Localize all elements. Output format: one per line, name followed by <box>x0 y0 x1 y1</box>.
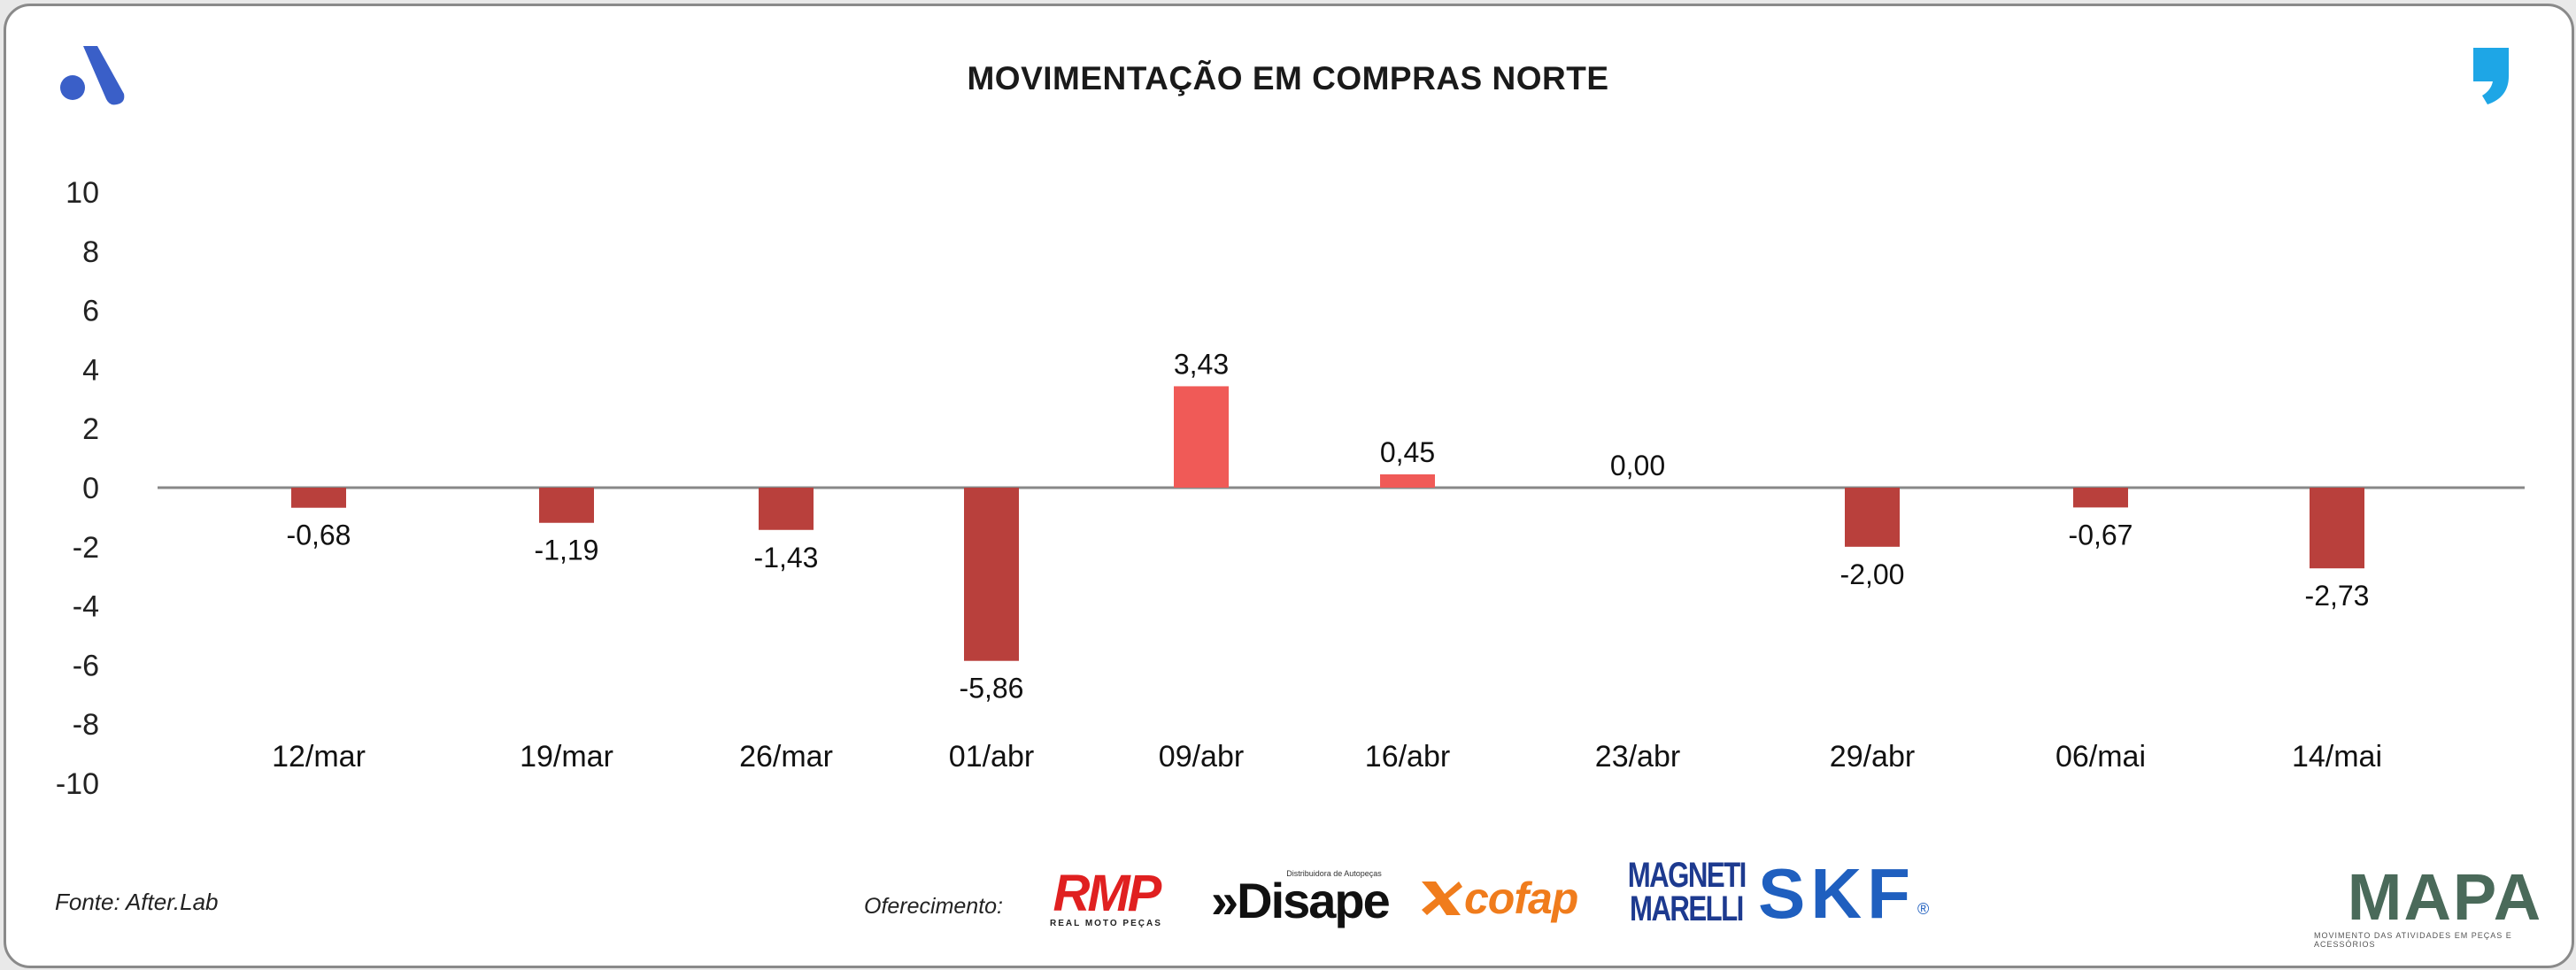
y-tick-label: -8 <box>73 708 99 742</box>
data-label: -1,43 <box>754 542 819 574</box>
mapa-logo-text: MAPA <box>2347 860 2543 934</box>
skf-logo-text: SKF <box>1758 854 1916 933</box>
bar <box>2073 488 2128 508</box>
bar <box>2310 488 2364 569</box>
magneti-text: MAGNETI <box>1627 856 1747 895</box>
skf-registered-mark: ® <box>1917 900 1930 918</box>
bar-chart: 10 8 6 4 2 0 -2 -4 -6 -8 -10 -0,68 12/mar -1,19 19/mar… <box>56 176 2525 801</box>
x-tick-label: 01/abr <box>949 740 1034 774</box>
x-tick-label: 29/abr <box>1830 740 1915 774</box>
y-tick-label: -6 <box>73 649 99 682</box>
source-note: Fonte: After.Lab <box>55 889 219 915</box>
x-tick-label: 06/mai <box>2055 740 2146 774</box>
data-label: -2,00 <box>1840 558 1905 590</box>
y-tick-label: 6 <box>82 295 99 328</box>
magneti-marelli-logo: MAGNETI MARELLI <box>1611 856 1762 928</box>
y-tick-label: 0 <box>82 472 99 505</box>
data-label: 3,43 <box>1174 348 1229 380</box>
x-tick-label: 19/mar <box>520 740 613 774</box>
data-label: -5,86 <box>960 673 1024 704</box>
skf-logo: SKF ® <box>1758 858 1929 929</box>
bar <box>291 488 346 508</box>
y-tick-label: -2 <box>73 531 99 565</box>
data-label: -1,19 <box>535 535 599 566</box>
disape-logo-text: »Disape <box>1211 873 1391 928</box>
x-tick-label: 14/mai <box>2292 740 2382 774</box>
y-tick-label: -10 <box>56 767 99 801</box>
bar <box>1845 488 1900 547</box>
data-label: -0,68 <box>287 520 351 551</box>
quote-mark-icon <box>2473 48 2509 104</box>
data-label: 0,00 <box>1610 450 1665 481</box>
chart-title: MOVIMENTAÇÃO EM COMPRAS NORTE <box>967 60 1609 96</box>
mapa-logo: MAPA MOVIMENTO DAS ATIVIDADES EM PEÇAS E… <box>2314 860 2576 950</box>
cofap-logo: cofap <box>1418 873 1578 924</box>
y-tick-label: 2 <box>82 412 99 446</box>
disape-tagline: Distribuidora de Autopeças <box>1286 869 1382 878</box>
data-label: -2,73 <box>2305 580 2370 612</box>
rmp-logo: RMP REAL MOTO PEÇAS <box>1050 865 1162 929</box>
bar <box>1174 386 1229 488</box>
rmp-logo-text: RMP <box>1053 865 1161 922</box>
x-tick-label: 26/mar <box>739 740 833 774</box>
mapa-tagline: MOVIMENTO DAS ATIVIDADES EM PEÇAS E ACES… <box>2314 931 2512 949</box>
bar <box>1380 473 1435 488</box>
y-tick-label: 4 <box>82 353 99 387</box>
cofap-x-icon <box>1422 881 1462 915</box>
afterlab-logo-icon <box>60 46 125 105</box>
marelli-text: MARELLI <box>1630 889 1744 928</box>
rmp-tagline: REAL MOTO PEÇAS <box>1050 919 1162 928</box>
bar <box>539 488 594 523</box>
data-label: -0,67 <box>2069 519 2133 550</box>
x-tick-label: 09/abr <box>1159 740 1244 774</box>
x-tick-label: 12/mar <box>272 740 366 774</box>
chart-card <box>4 4 2574 968</box>
sponsored-label: Oferecimento: <box>864 894 1004 919</box>
cofap-logo-text: cofap <box>1464 874 1578 923</box>
y-tick-label: -4 <box>73 590 99 624</box>
x-tick-label: 16/abr <box>1365 740 1450 774</box>
y-tick-label: 8 <box>82 235 99 269</box>
bar <box>964 488 1019 661</box>
data-label: 0,45 <box>1380 436 1435 468</box>
bar <box>759 488 814 530</box>
y-tick-label: 10 <box>66 176 99 210</box>
disape-logo: Distribuidora de Autopeças »Disape <box>1211 869 1391 928</box>
x-tick-label: 23/abr <box>1595 740 1680 774</box>
